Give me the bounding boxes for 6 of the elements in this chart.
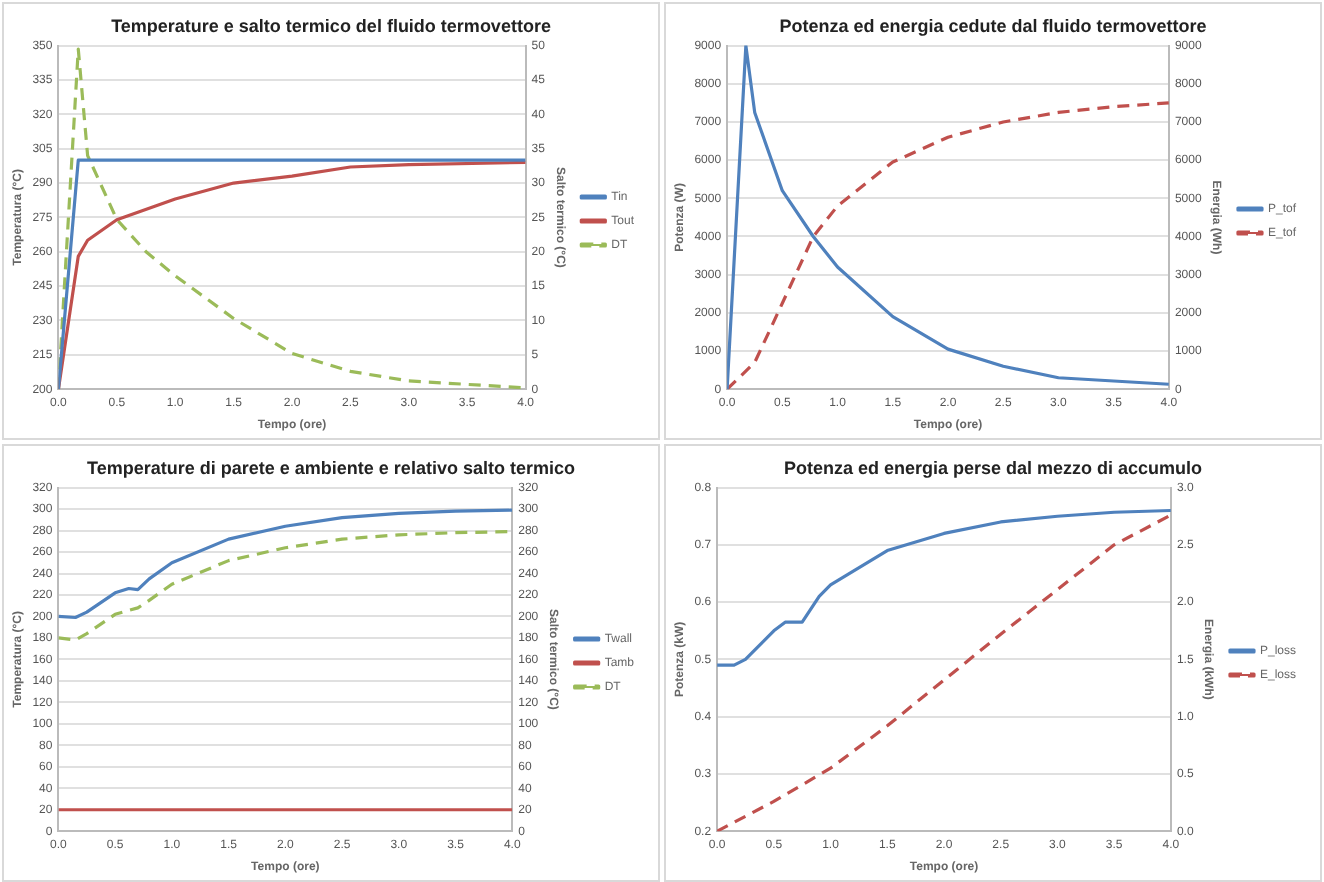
chart-title: Potenza ed energia perse dal mezzo di accumulo	[783, 457, 1204, 478]
line-series	[58, 47, 526, 390]
chart-title: Potenza ed energia cedute dal fluido termovettore	[779, 15, 1207, 36]
chart-title: Temperature e salto termico del fluido termovettore	[111, 15, 551, 36]
line-series	[58, 530, 513, 642]
chart-title: Temperature di parete e ambiente e relativo salto termico	[87, 457, 576, 478]
